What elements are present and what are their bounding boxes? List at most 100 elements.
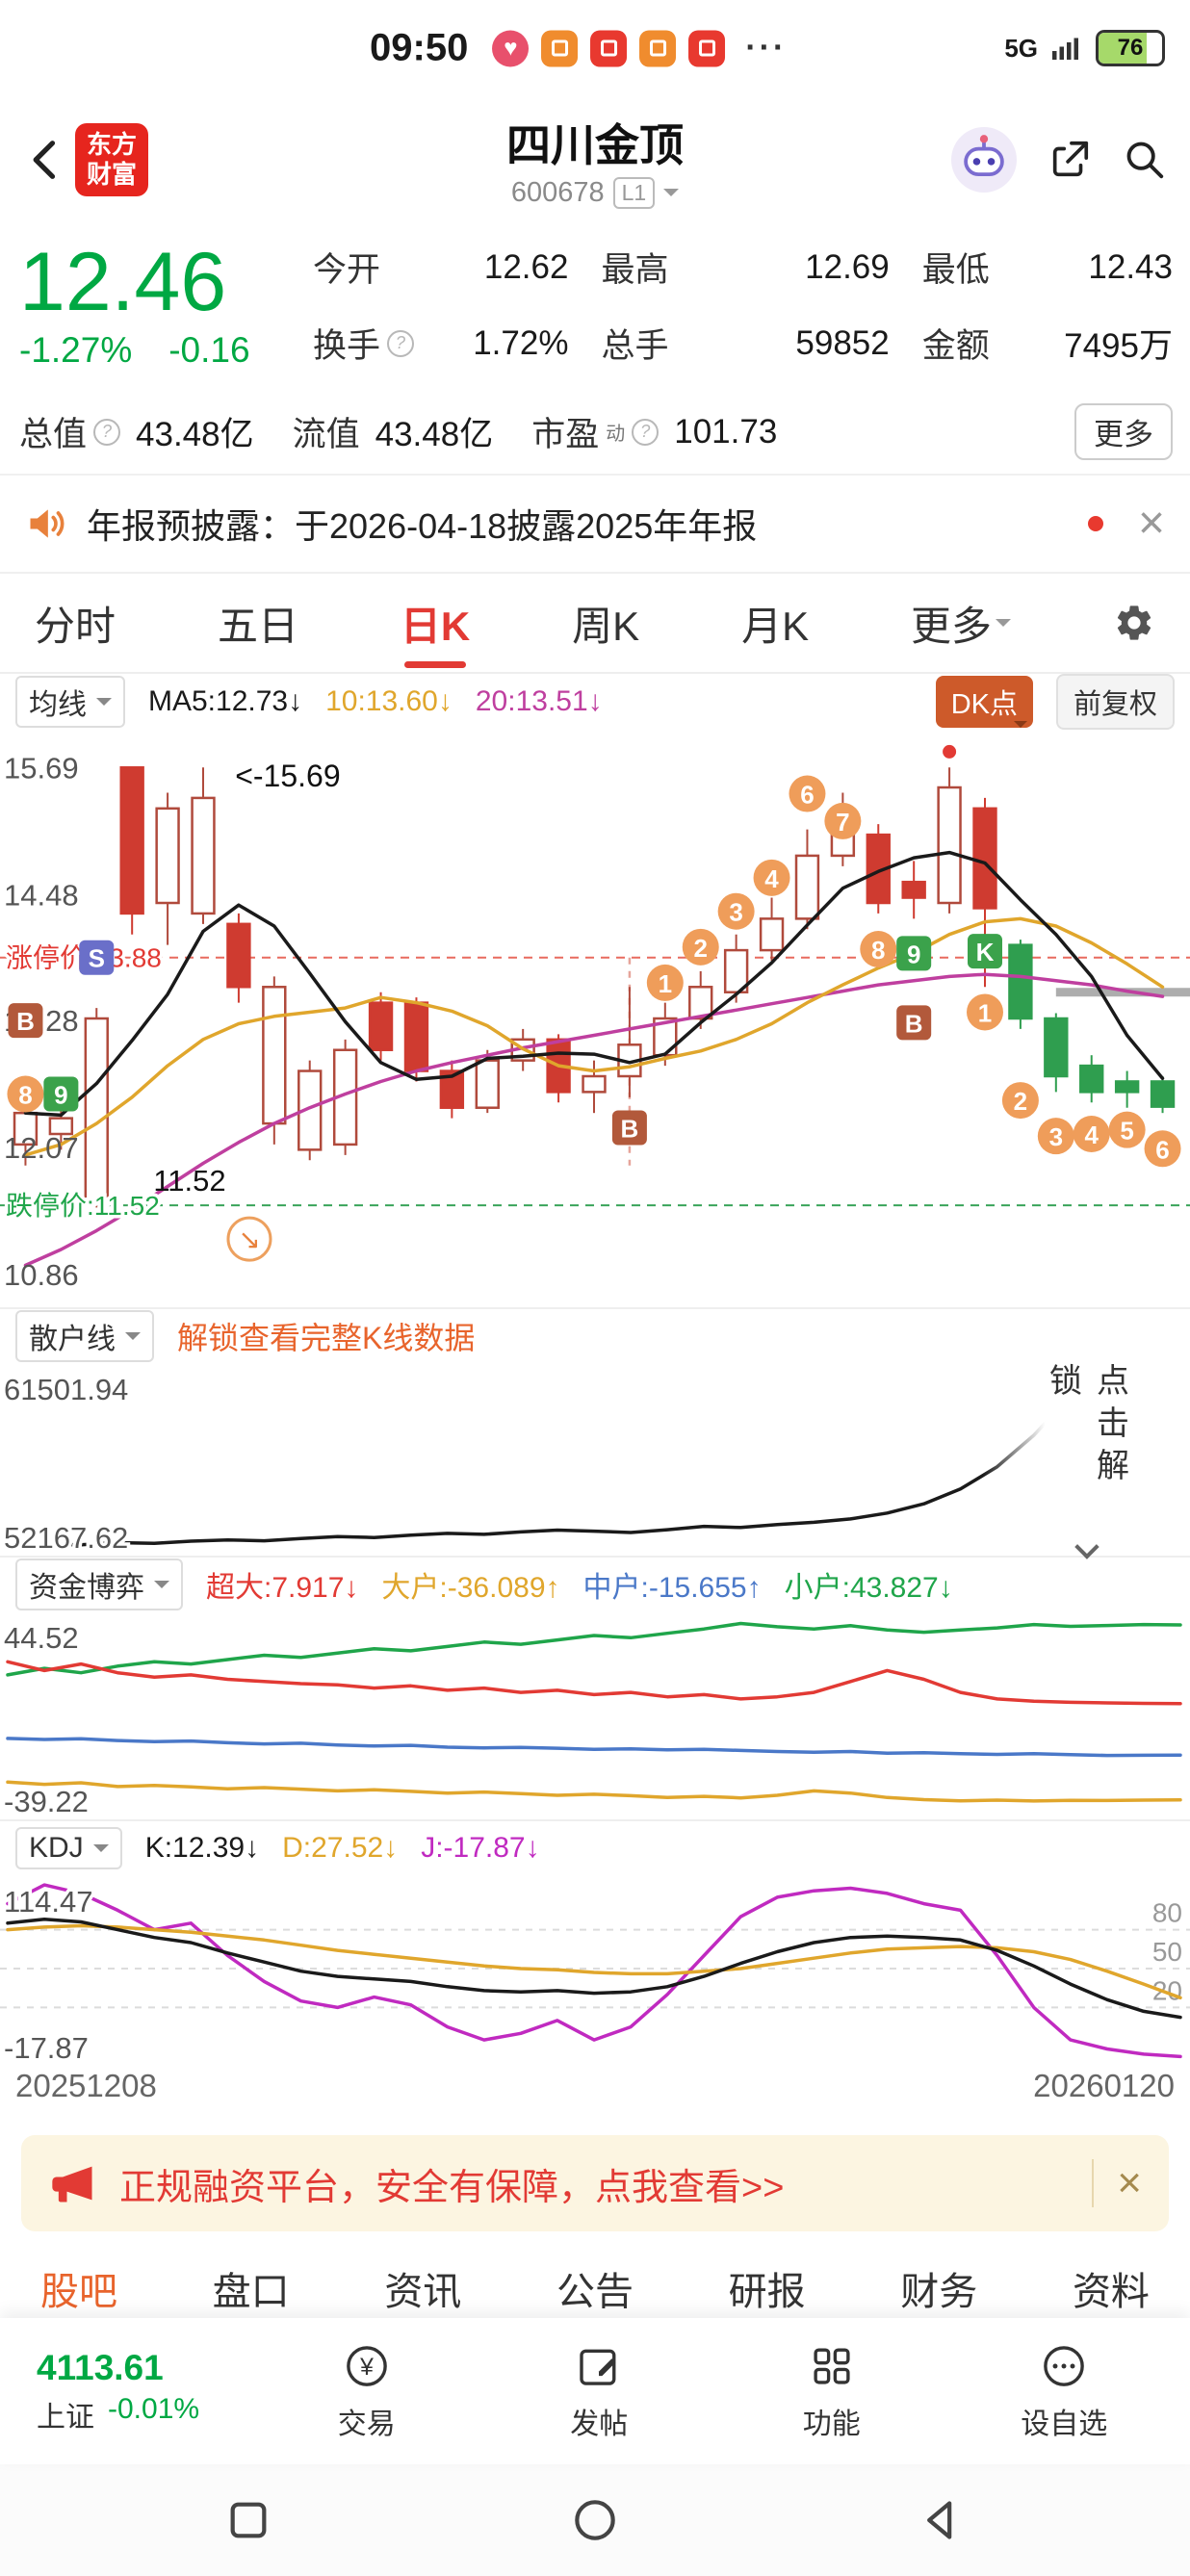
stock-tab-ziliao[interactable]: 资料	[1072, 2271, 1150, 2313]
notification-app-icon	[688, 30, 726, 66]
home-circle-icon[interactable]	[568, 2493, 622, 2547]
pe-label: 市盈	[531, 416, 600, 453]
search-icon[interactable]	[1123, 138, 1167, 182]
notification-heart-icon: ♥	[492, 30, 530, 66]
svg-text:11.52: 11.52	[153, 1164, 225, 1198]
chart-settings-gear-icon[interactable]	[1113, 602, 1155, 644]
svg-text:80: 80	[1152, 1898, 1182, 1928]
kline-chart-panel[interactable]: 15.6914.4813.2812.0710.86涨停价:13.88跌停价:11…	[0, 730, 1190, 1309]
retail-indicator-row: 散户线 解锁查看完整K线数据	[0, 1309, 1190, 1363]
assistant-robot-avatar[interactable]	[951, 127, 1017, 193]
stock-tab-guba[interactable]: 股吧	[40, 2271, 117, 2313]
svg-text:10.86: 10.86	[4, 1258, 79, 1292]
index-change: -0.01%	[108, 2392, 200, 2425]
svg-text:<-15.69: <-15.69	[235, 759, 340, 793]
info-icon[interactable]	[93, 418, 121, 446]
kdj-selector[interactable]: KDJ	[15, 1827, 122, 1869]
tab-weekly-k[interactable]: 周K	[572, 603, 640, 649]
svg-text:52167.62: 52167.62	[4, 1521, 128, 1555]
ma-indicator-row: 均线 MA5:12.73↓ 10:13.60↓ 20:13.51↓ DK点 前复…	[0, 674, 1190, 730]
notification-app-icon	[541, 30, 579, 66]
status-right-cluster: 5G 76	[1004, 30, 1165, 66]
svg-text:6: 6	[800, 781, 814, 810]
svg-text:2: 2	[1014, 1087, 1027, 1116]
amount-value: 7495万	[1064, 327, 1173, 365]
svg-text:S: S	[89, 944, 105, 973]
svg-text:9: 9	[54, 1081, 67, 1110]
notification-app-icon	[590, 30, 628, 66]
action-post[interactable]: 发帖	[483, 2340, 716, 2442]
tab-daily-k[interactable]: 日K	[401, 574, 470, 672]
svg-text:50: 50	[1152, 1937, 1182, 1967]
battery-indicator: 76	[1096, 30, 1165, 66]
kdj-chart-panel[interactable]: 80 50 20 114.47 -17.87	[0, 1875, 1190, 2066]
ad-text[interactable]: 正规融资平台，安全有保障，点我查看>>	[119, 2167, 785, 2208]
tab-minute[interactable]: 分时	[35, 603, 116, 649]
market-cap-label: 总值	[19, 416, 88, 453]
stock-tab-pankou[interactable]: 盘口	[212, 2271, 290, 2313]
unlock-hint-text[interactable]: 解锁查看完整K线数据	[177, 1321, 476, 1355]
bottom-action-bar: 4113.61 上证 -0.01% ¥ 交易 发帖 功能 设自选	[0, 2318, 1190, 2464]
action-trade[interactable]: ¥ 交易	[250, 2340, 483, 2442]
kdj-d-value: D:27.52↓	[282, 1832, 399, 1864]
chevron-down-icon	[663, 189, 680, 204]
low-label: 最低	[921, 251, 990, 289]
back-triangle-icon[interactable]	[915, 2493, 969, 2547]
close-icon[interactable]: ×	[1137, 498, 1165, 549]
svg-text:4: 4	[764, 864, 779, 893]
status-center-cluster: 09:50 ♥ ···	[370, 27, 787, 70]
svg-text:¥: ¥	[359, 2355, 374, 2381]
float-cap-value: 43.48亿	[375, 416, 494, 453]
ad-banner[interactable]: 正规融资平台，安全有保障，点我查看>> ×	[21, 2135, 1169, 2231]
share-icon[interactable]	[1048, 138, 1092, 182]
pe-value: 101.73	[674, 412, 778, 451]
funds-chart-panel[interactable]: 44.52 -39.22	[0, 1611, 1190, 1821]
stock-tab-zixun[interactable]: 资讯	[384, 2271, 462, 2313]
funds-battle-chart[interactable]: 44.52 -39.22	[0, 1611, 1190, 1819]
tab-monthly-k[interactable]: 月K	[741, 603, 810, 649]
svg-text:114.47: 114.47	[4, 1885, 93, 1919]
stock-tab-gonggao[interactable]: 公告	[556, 2271, 634, 2313]
date-axis: 20251208 20260120	[0, 2066, 1190, 2118]
announcement-bar[interactable]: 年报预披露：于2026-04-18披露2025年年报 ×	[0, 476, 1190, 574]
retail-line-selector[interactable]: 散户线	[15, 1310, 154, 1362]
unread-dot	[1087, 516, 1103, 531]
large-value: 大户:-36.089↑	[381, 1572, 560, 1604]
retail-chart-panel[interactable]: 61501.94 52167.62 点击解锁	[0, 1363, 1190, 1559]
svg-text:8: 8	[18, 1081, 32, 1110]
stock-tab-yanbao[interactable]: 研报	[728, 2271, 806, 2313]
status-bar: 09:50 ♥ ··· 5G 76	[0, 0, 1190, 96]
chevron-down-icon	[92, 1844, 109, 1860]
forward-adjust-button[interactable]: 前复权	[1055, 674, 1175, 730]
battery-fill	[1099, 33, 1148, 64]
ma-selector[interactable]: 均线	[15, 676, 125, 728]
recent-apps-square-icon[interactable]	[221, 2493, 275, 2547]
low-value: 12.43	[1088, 247, 1173, 286]
tab-five-day[interactable]: 五日	[217, 603, 298, 649]
start-date: 20251208	[15, 2068, 157, 2103]
kline-chart[interactable]: 15.6914.4813.2812.0710.86涨停价:13.88跌停价:11…	[0, 730, 1190, 1307]
tab-more[interactable]: 更多	[911, 574, 1012, 672]
dk-point-button[interactable]: DK点	[935, 676, 1033, 728]
stock-code: 600678	[510, 176, 605, 208]
page-title: 四川金顶	[506, 119, 684, 170]
ad-close-icon[interactable]: ×	[1092, 2159, 1142, 2207]
post-pencil-icon	[580, 2349, 616, 2385]
volume-value: 59852	[795, 323, 890, 362]
back-icon[interactable]	[21, 135, 71, 185]
unlock-overlay[interactable]: 点击解锁	[983, 1363, 1190, 1559]
stock-tab-caiwu[interactable]: 财务	[900, 2271, 978, 2313]
action-functions[interactable]: 功能	[715, 2340, 948, 2442]
funds-selector[interactable]: 资金博弈	[15, 1558, 183, 1610]
unlock-button-text[interactable]: 点击解锁	[1044, 1363, 1128, 1490]
more-button[interactable]: 更多	[1074, 403, 1173, 460]
index-value: 4113.61	[37, 2347, 164, 2387]
index-quote[interactable]: 4113.61 上证 -0.01%	[10, 2348, 250, 2435]
info-icon[interactable]	[632, 418, 660, 446]
notification-app-icon	[639, 30, 677, 66]
info-icon[interactable]	[387, 329, 415, 357]
action-watchlist[interactable]: 设自选	[948, 2340, 1181, 2442]
stock-title-block[interactable]: 四川金顶 600678 L1	[506, 111, 684, 210]
svg-text:12.07: 12.07	[4, 1131, 79, 1165]
